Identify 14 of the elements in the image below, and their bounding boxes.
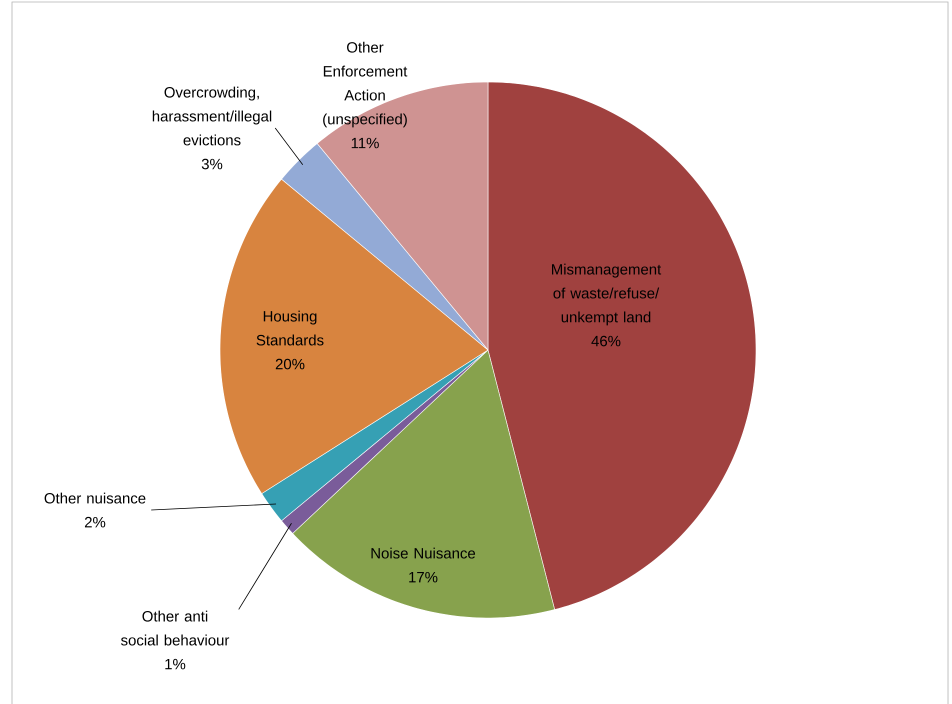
- data-label: 2%: [84, 516, 106, 528]
- slice-label: Other anti social behaviour: [121, 610, 230, 646]
- slice-label: Noise Nuisance: [371, 548, 476, 559]
- data-label: 20%: [276, 358, 304, 370]
- data-label: 11%: [352, 138, 379, 148]
- data-label: 17%: [409, 572, 438, 582]
- slice-label: Overcrowding, harassment/illegal evictions: [152, 86, 272, 146]
- data-label: 1%: [165, 658, 186, 670]
- slice-label: Other nuisance: [44, 492, 146, 504]
- slice-label: Housing Standards: [256, 310, 324, 346]
- data-label: 3%: [202, 158, 222, 170]
- slice-label: Mismanagement of waste/refuse/ unkempt land: [552, 264, 662, 326]
- slice-label: Other Enforcement Action (unspecified): [323, 42, 408, 128]
- data-label: 46%: [591, 336, 620, 346]
